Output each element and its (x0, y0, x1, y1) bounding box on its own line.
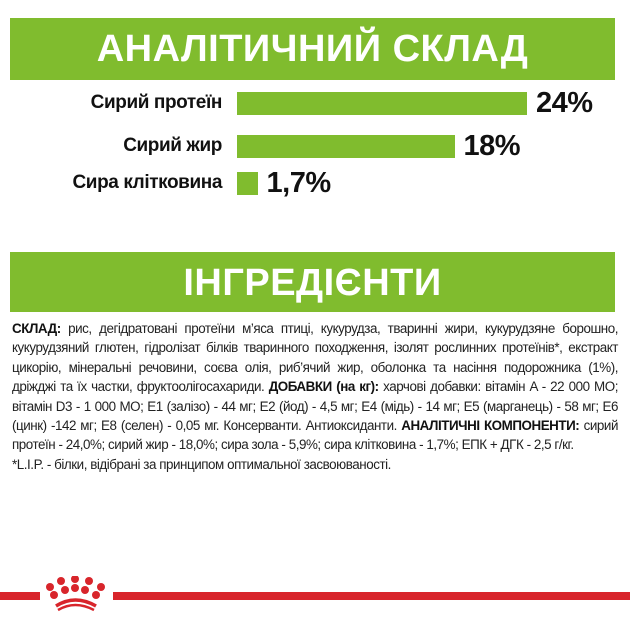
additives-label: ДОБАВКИ (на кг): (268, 379, 379, 395)
royal-canin-crown-icon (46, 576, 105, 612)
analytic-text: сирий протеїн - 24,0%; сирий жир - 18,0%… (12, 418, 618, 453)
bar-protein (237, 92, 527, 115)
analytic-label: АНАЛІТИЧНІ КОМПОНЕНТИ: (401, 418, 580, 434)
brand-line-left (0, 592, 40, 600)
ingredients-title: ІНГРЕДІЄНТИ (183, 262, 442, 304)
ingredients-text: СКЛАД: рис, дегідратовані протеїни м’яса… (12, 319, 618, 474)
bar-row-fiber: Сира клітковина 1,7% (0, 167, 630, 199)
category-label: Сира клітковина (72, 172, 222, 193)
footnote: *L.I.P. - білки, відібрані за принципом … (12, 456, 391, 472)
additives-text: харчові добавки: вітамін A - 22 000 МО; … (12, 379, 618, 434)
data-label: 1,7% (266, 167, 332, 199)
category-label: Сирий протеїн (90, 92, 223, 113)
bar-row-protein: Сирий протеїн 24% (0, 87, 630, 119)
composition-label: СКЛАД: (12, 321, 61, 336)
bar-fat (237, 135, 455, 158)
composition-text: рис, дегідратовані протеїни м’яса птиці,… (12, 321, 618, 395)
data-label: 24% (536, 87, 593, 119)
analytic-composition-banner: АНАЛІТИЧНИЙ СКЛАД (10, 18, 615, 80)
ingredients-banner: ІНГРЕДІЄНТИ (10, 252, 615, 312)
bar-row-fat: Сирий жир 18% (0, 130, 630, 162)
data-label: 18% (463, 130, 521, 162)
category-label: Сирий жир (123, 135, 222, 156)
brand-line-right (113, 592, 630, 600)
chart-title: АНАЛІТИЧНИЙ СКЛАД (96, 28, 529, 70)
bar-fiber (237, 172, 258, 195)
